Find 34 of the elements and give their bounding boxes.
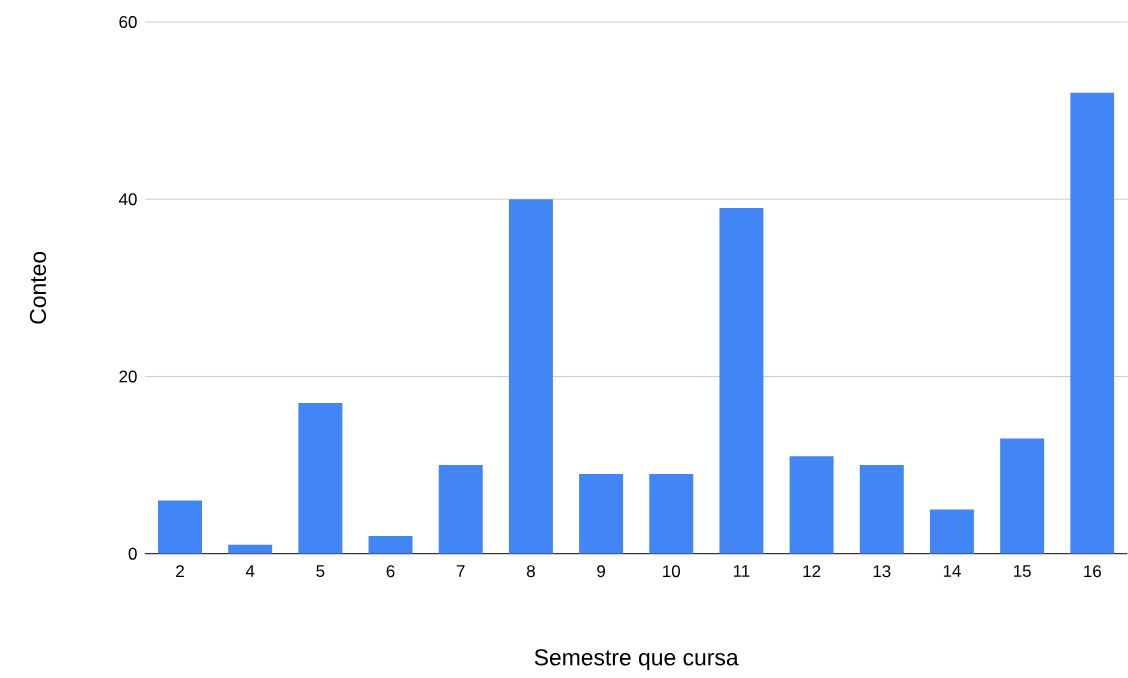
x-tick-label: 10: [663, 565, 681, 578]
x-tick-label: 7: [456, 565, 465, 578]
x-tick-label: 12: [803, 565, 821, 578]
bar: [508, 199, 553, 554]
y-tick-label: 20: [119, 370, 137, 383]
x-tick-label: 4: [245, 565, 255, 578]
y-tick-label: 60: [119, 16, 137, 29]
x-tick-label: 11: [733, 565, 750, 578]
bar: [368, 536, 413, 554]
bar: [649, 474, 694, 554]
x-tick-label: 5: [316, 565, 325, 578]
x-axis-title: Semestre que cursa: [534, 649, 739, 671]
x-tick-label: 14: [943, 565, 961, 578]
bar: [438, 465, 483, 554]
x-tick-label: 15: [1014, 565, 1031, 578]
x-tick-label: 2: [176, 565, 184, 578]
bar: [1070, 93, 1115, 554]
bar: [789, 456, 834, 554]
bar: [158, 500, 202, 554]
bar: [579, 474, 624, 554]
bar: [1000, 438, 1045, 554]
y-tick-label: 40: [118, 193, 137, 206]
y-axis-title: Conteo: [29, 252, 47, 324]
bar: [719, 208, 764, 554]
x-tick-label: 16: [1084, 565, 1101, 578]
y-tick-label: 0: [128, 547, 137, 560]
bar: [929, 509, 974, 554]
x-tick-label: 8: [526, 565, 535, 578]
x-tick-label: 9: [597, 565, 605, 578]
bar: [298, 403, 343, 554]
x-tick-label: 13: [873, 565, 891, 578]
bar: [228, 545, 273, 554]
bar: [859, 465, 904, 554]
x-tick-label: 6: [386, 565, 395, 578]
